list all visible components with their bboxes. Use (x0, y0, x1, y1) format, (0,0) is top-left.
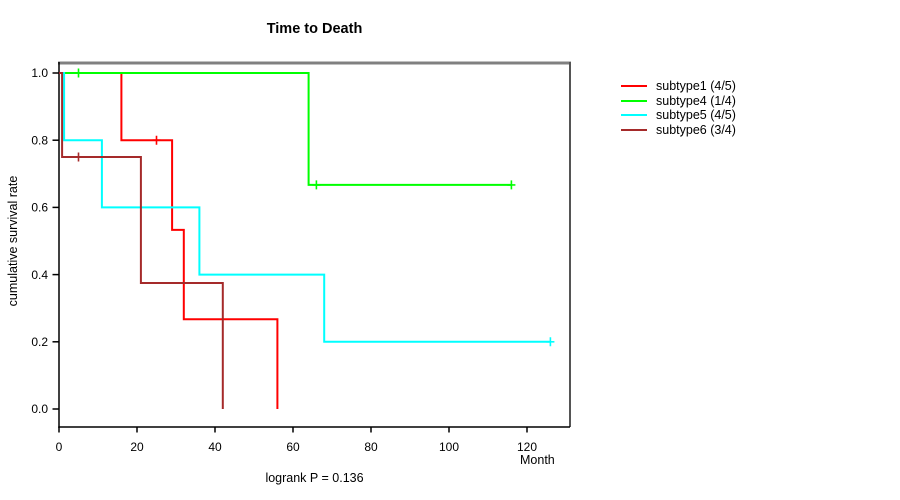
legend-line-swatch (621, 114, 647, 117)
x-tick-label: 120 (517, 440, 537, 454)
logrank-annotation: logrank P = 0.136 (265, 471, 364, 485)
x-axis-title: Month (520, 453, 555, 467)
series-subtype1 (59, 72, 279, 409)
legend-item-subtype5: subtype5 (4/5) (621, 108, 736, 123)
series-subtype5 (59, 72, 555, 347)
chart-title: Time to Death (266, 21, 363, 37)
legend-label: subtype4 (1/4) (656, 93, 736, 108)
x-tick-label: 20 (130, 440, 144, 454)
plot-box (58, 61, 571, 428)
series-subtype6 (59, 72, 224, 409)
y-tick-label: 0.2 (31, 335, 48, 349)
legend-line-swatch (621, 85, 647, 88)
x-tick-label: 40 (208, 440, 222, 454)
y-tick-label: 0.4 (31, 268, 48, 282)
legend-line-swatch (621, 129, 647, 132)
y-tick-label: 0.0 (31, 402, 48, 416)
x-tick-label: 60 (286, 440, 300, 454)
legend: subtype1 (4/5) subtype4 (1/4) subtype5 (4/… (621, 79, 736, 137)
x-tick-label: 100 (439, 440, 459, 454)
survival-curve (59, 72, 224, 409)
survival-curve (59, 72, 279, 409)
legend-item-subtype4: subtype4 (1/4) (621, 94, 736, 109)
censor-mark (546, 337, 555, 347)
censor-mark (74, 152, 83, 162)
censor-mark (507, 180, 516, 190)
legend-label: subtype1 (4/5) (656, 79, 736, 93)
y-axis-title: cumulative survival rate (6, 175, 20, 307)
axis-ticks: 0 20 40 60 80 100 120 1.0 0.8 0.6 0.4 0.2 0.0 (31, 66, 537, 454)
series-subtype4 (59, 68, 516, 190)
legend-item-subtype6: subtype6 (3/4) (621, 123, 736, 138)
x-tick-label: 0 (56, 440, 63, 454)
survival-curve (59, 72, 512, 186)
censor-mark (152, 135, 161, 145)
censor-mark (312, 180, 321, 190)
y-tick-label: 1.0 (31, 66, 48, 80)
censor-mark (74, 68, 83, 78)
legend-item-subtype1: subtype1 (4/5) (621, 79, 736, 94)
legend-label: subtype5 (4/5) (656, 108, 736, 123)
survival-curve (59, 72, 551, 343)
legend-line-swatch (621, 99, 647, 102)
legend-label: subtype6 (3/4) (656, 122, 736, 137)
y-tick-label: 0.8 (31, 133, 48, 147)
x-tick-label: 80 (364, 440, 378, 454)
y-tick-label: 0.6 (31, 201, 48, 215)
